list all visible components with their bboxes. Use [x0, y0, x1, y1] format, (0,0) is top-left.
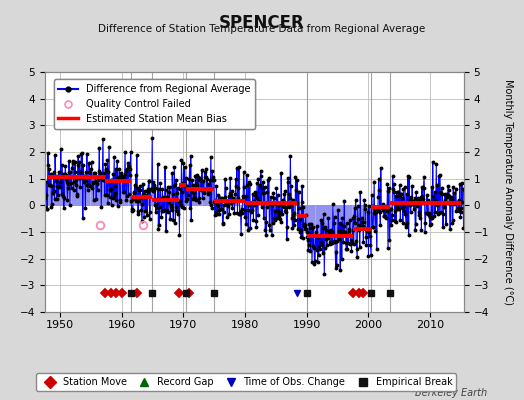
Legend: Station Move, Record Gap, Time of Obs. Change, Empirical Break: Station Move, Record Gap, Time of Obs. C…	[36, 373, 456, 391]
Text: Difference of Station Temperature Data from Regional Average: Difference of Station Temperature Data f…	[99, 24, 425, 34]
Text: SPENCER: SPENCER	[219, 14, 305, 32]
Legend: Difference from Regional Average, Quality Control Failed, Estimated Station Mean: Difference from Regional Average, Qualit…	[53, 79, 255, 129]
Y-axis label: Monthly Temperature Anomaly Difference (°C): Monthly Temperature Anomaly Difference (…	[503, 79, 512, 305]
Text: Berkeley Earth: Berkeley Earth	[415, 388, 487, 398]
